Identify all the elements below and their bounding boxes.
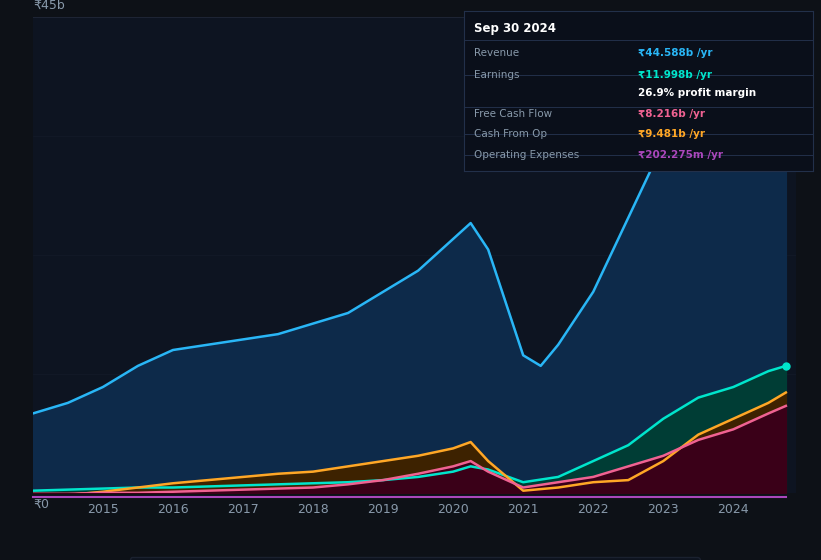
Text: ₹45b: ₹45b [33,0,65,12]
Text: ₹44.588b /yr: ₹44.588b /yr [639,48,713,58]
Text: ₹9.481b /yr: ₹9.481b /yr [639,129,705,139]
Text: Sep 30 2024: Sep 30 2024 [475,22,557,35]
Text: Earnings: Earnings [475,70,520,80]
Text: ₹8.216b /yr: ₹8.216b /yr [639,109,705,119]
Text: Cash From Op: Cash From Op [475,129,548,139]
Text: ₹0: ₹0 [33,497,48,511]
Text: ₹11.998b /yr: ₹11.998b /yr [639,70,713,80]
Text: Revenue: Revenue [475,48,520,58]
Text: Free Cash Flow: Free Cash Flow [475,109,553,119]
Text: 26.9% profit margin: 26.9% profit margin [639,88,756,98]
Text: Operating Expenses: Operating Expenses [475,150,580,160]
Legend: Revenue, Earnings, Free Cash Flow, Cash From Op, Operating Expenses: Revenue, Earnings, Free Cash Flow, Cash … [130,557,699,560]
Text: ₹202.275m /yr: ₹202.275m /yr [639,150,723,160]
